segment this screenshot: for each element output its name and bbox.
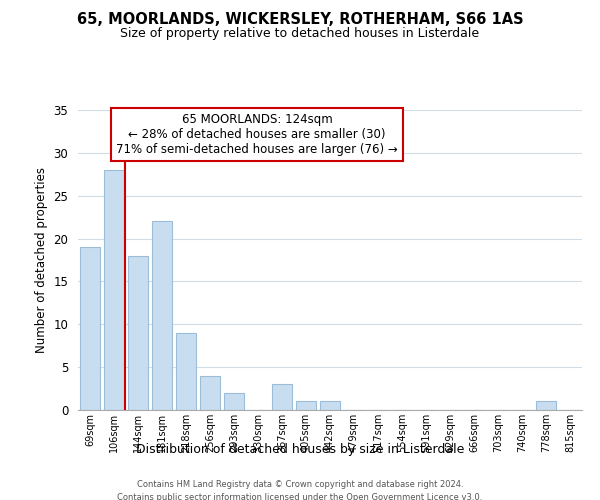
Bar <box>272 384 292 410</box>
Bar <box>104 170 124 410</box>
Bar <box>296 402 316 410</box>
Text: 65, MOORLANDS, WICKERSLEY, ROTHERHAM, S66 1AS: 65, MOORLANDS, WICKERSLEY, ROTHERHAM, S6… <box>77 12 523 28</box>
Text: Size of property relative to detached houses in Listerdale: Size of property relative to detached ho… <box>121 28 479 40</box>
Bar <box>320 402 340 410</box>
Bar <box>200 376 220 410</box>
Bar <box>152 222 172 410</box>
Text: Contains public sector information licensed under the Open Government Licence v3: Contains public sector information licen… <box>118 492 482 500</box>
Text: Contains HM Land Registry data © Crown copyright and database right 2024.: Contains HM Land Registry data © Crown c… <box>137 480 463 489</box>
Bar <box>128 256 148 410</box>
Bar <box>224 393 244 410</box>
Bar <box>80 247 100 410</box>
Y-axis label: Number of detached properties: Number of detached properties <box>35 167 48 353</box>
Text: Distribution of detached houses by size in Listerdale: Distribution of detached houses by size … <box>136 442 464 456</box>
Text: 65 MOORLANDS: 124sqm
← 28% of detached houses are smaller (30)
71% of semi-detac: 65 MOORLANDS: 124sqm ← 28% of detached h… <box>116 113 398 156</box>
Bar <box>536 402 556 410</box>
Bar <box>176 333 196 410</box>
